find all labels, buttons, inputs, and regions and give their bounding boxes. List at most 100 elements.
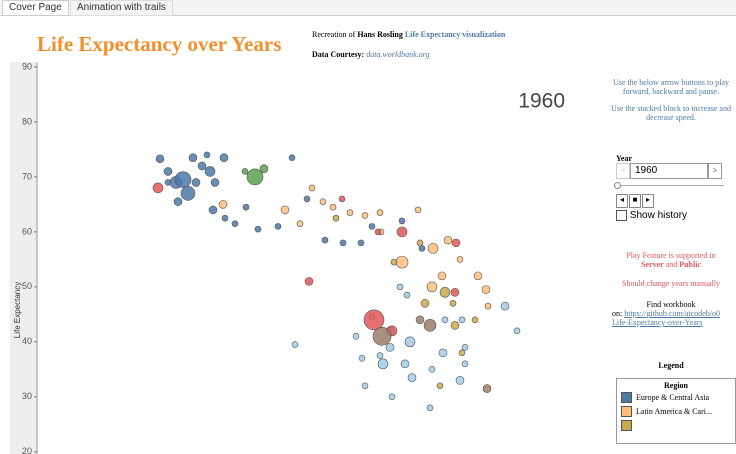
- point: [173, 197, 183, 206]
- point: [180, 186, 196, 201]
- point: [484, 302, 492, 310]
- legend-label: Latin America & Cari...: [636, 406, 712, 416]
- point: [372, 327, 392, 346]
- point: [319, 198, 327, 205]
- point: [400, 359, 410, 369]
- y-axis-label: Life Expectancy: [13, 282, 22, 338]
- point: [450, 288, 460, 297]
- play-button[interactable]: ▸: [642, 194, 654, 208]
- point: [191, 178, 201, 187]
- point: [376, 209, 384, 216]
- point: [303, 195, 311, 203]
- point: [363, 309, 385, 331]
- point: [155, 154, 165, 164]
- point: [481, 285, 491, 294]
- point: [368, 223, 376, 230]
- y-tick-label: 90: [22, 61, 32, 71]
- point: [296, 220, 304, 227]
- text: Public: [679, 260, 701, 270]
- point: [426, 404, 434, 412]
- point: [456, 256, 464, 263]
- credit: Recreation of Hans Rosling Life Expectan…: [312, 30, 505, 39]
- legend-swatch: [621, 405, 632, 417]
- history-toggle[interactable]: Show history: [616, 210, 736, 221]
- point: [280, 205, 290, 215]
- point: [321, 236, 329, 244]
- back-button[interactable]: ◂: [616, 194, 628, 208]
- legend: Region Europe & Central Asia Latin America…: [616, 378, 736, 445]
- point: [188, 153, 198, 162]
- legend-entry: [621, 418, 731, 432]
- text: Recreation of: [312, 30, 356, 39]
- point: [458, 349, 466, 357]
- point: [259, 164, 269, 173]
- find: Find workbook: [646, 300, 696, 310]
- point: [403, 291, 411, 299]
- tab[interactable]: Animation with trails: [70, 0, 173, 16]
- point: [420, 299, 430, 308]
- help: Use the stacked block to increase and de…: [611, 104, 731, 122]
- point: [346, 209, 354, 216]
- point: [218, 200, 228, 209]
- point: [358, 355, 366, 362]
- point: [461, 344, 469, 351]
- point: [376, 352, 384, 359]
- legend-entry: Latin America & Cari...: [621, 404, 731, 418]
- point: [274, 223, 282, 230]
- point: [437, 271, 447, 281]
- point: [414, 206, 422, 214]
- point: [418, 245, 426, 252]
- point: [443, 235, 453, 245]
- link[interactable]: Life Expectancy visualization: [404, 30, 506, 39]
- point: [423, 319, 437, 332]
- point: [388, 393, 396, 401]
- y-tick-label: 50: [22, 281, 32, 291]
- legend-swatch: [621, 391, 632, 403]
- text: Show history: [629, 210, 688, 222]
- help: Use the below arrow buttons to play forw…: [613, 78, 729, 96]
- point: [416, 239, 424, 247]
- prev-button[interactable]: <: [616, 163, 630, 179]
- point: [458, 316, 466, 324]
- year-control: < 1960 >: [616, 163, 736, 179]
- slider[interactable]: [614, 182, 724, 192]
- point: [385, 343, 395, 352]
- point: [473, 271, 483, 281]
- point: [308, 184, 316, 192]
- year-dropdown[interactable]: 1960: [630, 163, 708, 179]
- point: [246, 168, 264, 186]
- point: [461, 360, 469, 368]
- manual-note: Should change years manually: [622, 279, 720, 289]
- tab[interactable]: Cover Page: [2, 0, 69, 15]
- point: [377, 358, 389, 370]
- link[interactable]: data.worldbank.org: [366, 50, 430, 59]
- point: [427, 243, 439, 254]
- point: [288, 154, 296, 161]
- find-link: on: https://github.com/atcodeb/o0 Life-E…: [606, 309, 730, 329]
- text: Data Courtesy:: [312, 50, 365, 59]
- point: [163, 167, 173, 176]
- point: [438, 348, 448, 358]
- point: [339, 239, 347, 247]
- point: [450, 321, 460, 330]
- next-button[interactable]: >: [708, 163, 722, 179]
- text: on:: [612, 309, 623, 319]
- point: [395, 255, 409, 269]
- link[interactable]: https://github.com/atcodeb/o0 Life-Expec…: [612, 309, 720, 328]
- point: [398, 217, 406, 225]
- play-note: Play Feature is supported in Server and P…: [606, 251, 736, 269]
- point: [428, 366, 436, 373]
- point: [415, 315, 425, 325]
- point: [254, 225, 262, 233]
- point: [203, 151, 211, 159]
- stop-button[interactable]: ■: [629, 194, 641, 208]
- point: [152, 182, 164, 194]
- text: Hans Rosling: [357, 30, 403, 39]
- y-tick-label: 80: [22, 116, 32, 126]
- label: Year: [616, 154, 632, 163]
- title: Life Expectancy over Years: [37, 32, 282, 56]
- axis-band: [10, 62, 37, 454]
- point: [304, 277, 314, 286]
- tab-bar: Cover Page Animation with trails: [0, 0, 736, 16]
- point: [449, 300, 457, 307]
